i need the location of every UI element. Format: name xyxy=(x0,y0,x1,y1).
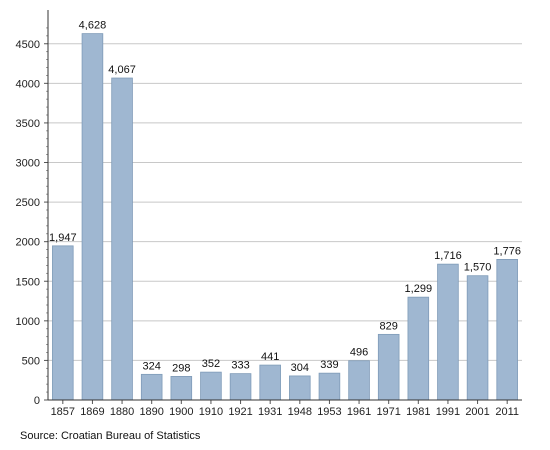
x-tick-label-2011: 2011 xyxy=(495,406,519,418)
x-tick-label-1971: 1971 xyxy=(376,406,400,418)
data-label-1981: 1,299 xyxy=(405,283,433,295)
bar-1948 xyxy=(289,375,311,401)
bar-1890 xyxy=(140,373,163,401)
x-tick-label-1931: 1931 xyxy=(258,406,282,418)
y-tick-label: 3500 xyxy=(16,118,40,130)
bar-1910 xyxy=(200,371,222,401)
y-tick-label: 3000 xyxy=(16,158,40,170)
data-label-1961: 496 xyxy=(350,347,368,359)
x-tick-label-1857: 1857 xyxy=(51,406,75,418)
y-tick-label: 4000 xyxy=(16,78,40,90)
bar-1971 xyxy=(377,333,400,401)
bar-1900 xyxy=(170,376,193,401)
data-label-1948: 304 xyxy=(291,362,309,374)
bar-2011 xyxy=(496,258,518,401)
y-tick-label: 1000 xyxy=(16,316,40,328)
x-tick-label-1961: 1961 xyxy=(347,406,371,418)
data-label-1890: 324 xyxy=(143,360,161,372)
data-label-1857: 1,947 xyxy=(49,232,77,244)
bar-1880 xyxy=(111,77,133,401)
data-label-1880: 4,067 xyxy=(108,64,136,76)
y-tick-label: 4500 xyxy=(16,39,40,51)
data-label-1900: 298 xyxy=(172,362,190,374)
x-tick-label-1948: 1948 xyxy=(288,406,312,418)
bar-1953 xyxy=(318,372,341,401)
x-tick-label-1900: 1900 xyxy=(169,406,193,418)
x-tick-label-1981: 1981 xyxy=(406,406,430,418)
bar-1921 xyxy=(229,373,252,401)
source-note: Source: Croatian Bureau of Statistics xyxy=(20,430,201,442)
y-tick-label: 1500 xyxy=(16,276,40,288)
bar-1991 xyxy=(437,263,459,401)
data-label-1971: 829 xyxy=(380,320,398,332)
data-label-2001: 1,570 xyxy=(464,262,492,274)
y-tick-label: 500 xyxy=(22,355,40,367)
x-tick-label-1890: 1890 xyxy=(139,406,163,418)
bar-1931 xyxy=(259,364,281,401)
x-tick-label-1991: 1991 xyxy=(436,406,460,418)
bar-1961 xyxy=(348,360,370,401)
data-label-2011: 1,776 xyxy=(493,245,521,257)
data-label-1869: 4,628 xyxy=(79,20,107,32)
x-tick-label-2001: 2001 xyxy=(465,406,489,418)
y-tick-label: 2000 xyxy=(16,237,40,249)
data-label-1991: 1,716 xyxy=(434,250,462,262)
x-tick-label-1869: 1869 xyxy=(80,406,104,418)
x-tick-label-1910: 1910 xyxy=(199,406,223,418)
bar-1857 xyxy=(52,245,74,401)
bar-1981 xyxy=(407,296,430,401)
data-label-1953: 339 xyxy=(320,359,338,371)
x-tick-label-1880: 1880 xyxy=(110,406,134,418)
x-tick-label-1921: 1921 xyxy=(228,406,252,418)
data-label-1931: 441 xyxy=(261,351,279,363)
data-label-1910: 352 xyxy=(202,358,220,370)
data-label-1921: 333 xyxy=(231,360,249,372)
y-tick-label: 2500 xyxy=(16,197,40,209)
bar-1869 xyxy=(81,33,104,401)
y-tick-label: 0 xyxy=(34,395,40,407)
x-tick-label-1953: 1953 xyxy=(317,406,341,418)
bar-2001 xyxy=(466,275,489,401)
